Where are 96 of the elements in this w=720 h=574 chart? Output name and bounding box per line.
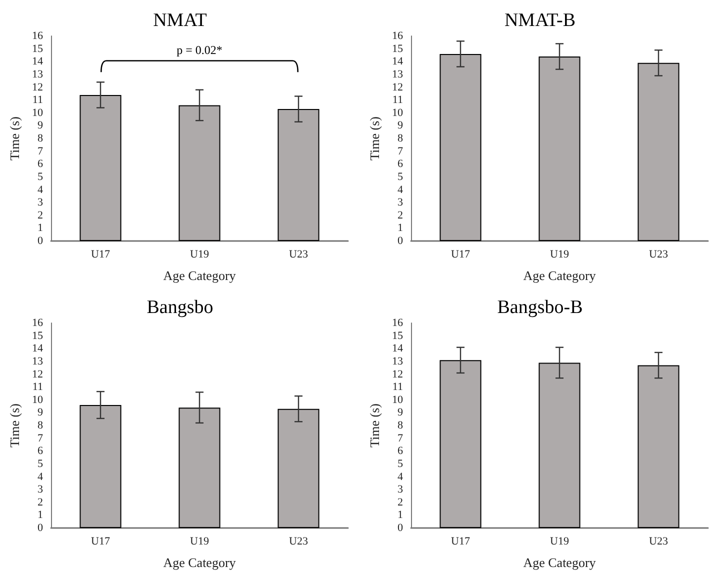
y-tick-label: 10 <box>32 394 44 406</box>
y-tick-label: 11 <box>32 94 43 106</box>
y-axis-title: Time (s) <box>7 116 22 160</box>
y-axis-title: Time (s) <box>367 116 382 160</box>
y-tick-label: 16 <box>392 317 404 329</box>
y-axis-title: Time (s) <box>7 404 22 448</box>
y-tick-label: 5 <box>38 458 44 470</box>
y-tick-label: 2 <box>398 209 403 222</box>
y-tick-label: 16 <box>32 317 44 329</box>
y-tick-label: 12 <box>32 81 43 94</box>
y-tick-label: 1 <box>398 222 403 234</box>
y-tick-label: 8 <box>38 420 44 432</box>
annotation: p = 0.02* <box>176 43 222 58</box>
y-tick-label: 7 <box>38 432 44 444</box>
chart-title: Bangsbo-B <box>497 297 583 318</box>
y-tick-label: 15 <box>32 42 44 55</box>
y-tick-label: 0 <box>398 235 404 247</box>
x-tick-label: U17 <box>91 248 110 260</box>
x-tick-label: U17 <box>451 536 470 548</box>
y-tick-label: 15 <box>32 330 44 342</box>
bar <box>440 54 482 241</box>
y-tick-label: 14 <box>32 56 44 68</box>
y-tick-label: 6 <box>398 445 404 458</box>
y-tick-label: 9 <box>38 406 44 419</box>
y-tick-label: 12 <box>392 81 403 94</box>
y-tick-label: 16 <box>392 30 404 42</box>
bar <box>538 56 580 241</box>
y-tick-label: 15 <box>392 330 404 342</box>
x-tick-label: U17 <box>451 248 470 260</box>
y-tick-label: 9 <box>38 120 44 132</box>
y-tick-label: 13 <box>392 68 404 80</box>
y-tick-label: 11 <box>392 94 403 106</box>
y-tick-label: 9 <box>398 406 404 419</box>
y-tick-label: 8 <box>398 132 404 144</box>
y-tick-label: 5 <box>398 170 404 183</box>
y-tick-label: 5 <box>38 170 44 183</box>
y-tick-label: 6 <box>38 158 44 170</box>
y-tick-label: 6 <box>38 445 44 458</box>
y-tick-label: 10 <box>392 394 404 406</box>
y-tick-label: 1 <box>398 509 403 522</box>
y-tick-label: 8 <box>398 420 404 432</box>
x-axis-title: Age Category <box>163 555 236 570</box>
y-tick-label: 12 <box>392 368 403 380</box>
x-axis-title: Age Category <box>163 268 236 283</box>
y-tick-label: 7 <box>398 145 404 158</box>
y-tick-label: 13 <box>392 355 404 368</box>
x-tick-label: U23 <box>649 536 668 548</box>
y-tick-label: 3 <box>398 484 404 496</box>
y-axis-title: Time (s) <box>367 404 382 448</box>
y-tick-label: 14 <box>392 342 404 355</box>
y-tick-label: 9 <box>398 120 404 132</box>
chart-title: Bangsbo <box>146 297 214 318</box>
y-tick-label: 4 <box>398 184 404 196</box>
y-tick-label: 11 <box>32 381 43 394</box>
y-tick-label: 0 <box>38 235 44 247</box>
y-tick-label: 13 <box>32 355 44 368</box>
y-tick-label: 2 <box>38 209 43 222</box>
y-tick-label: 3 <box>38 196 44 209</box>
x-tick-label: U23 <box>289 248 308 260</box>
y-tick-label: 0 <box>398 522 404 534</box>
y-tick-label: 16 <box>32 30 44 42</box>
y-tick-label: 1 <box>38 222 43 234</box>
x-tick-label: U19 <box>190 536 210 548</box>
chart-title: NMAT <box>153 10 208 31</box>
y-tick-label: 12 <box>32 368 43 380</box>
y-tick-label: 11 <box>392 381 403 394</box>
y-tick-label: 14 <box>392 56 404 68</box>
x-tick-label: U23 <box>289 536 308 548</box>
x-axis-title: Age Category <box>523 555 596 570</box>
y-tick-label: 14 <box>32 342 44 355</box>
y-tick-label: 4 <box>38 470 44 483</box>
y-tick-label: 3 <box>38 484 44 496</box>
y-tick-label: 8 <box>38 132 44 144</box>
x-tick-label: U17 <box>91 536 110 548</box>
chart-title: NMAT-B <box>504 10 576 31</box>
y-tick-label: 13 <box>32 68 44 80</box>
x-axis-title: Age Category <box>523 268 596 283</box>
y-tick-label: 15 <box>392 42 404 55</box>
x-tick-label: U19 <box>550 536 570 548</box>
y-tick-label: 10 <box>392 106 404 119</box>
y-tick-label: 10 <box>32 106 44 119</box>
x-tick-label: U19 <box>550 248 570 260</box>
y-tick-label: 7 <box>398 432 404 444</box>
y-tick-label: 6 <box>398 158 404 170</box>
y-tick-label: 4 <box>398 470 404 483</box>
y-tick-label: 1 <box>38 509 43 522</box>
x-tick-label: U19 <box>190 248 210 260</box>
y-tick-label: 0 <box>38 522 44 534</box>
y-tick-label: 7 <box>38 145 44 158</box>
y-tick-label: 3 <box>398 196 404 209</box>
bar <box>638 62 680 241</box>
y-tick-label: 5 <box>398 458 404 470</box>
y-tick-label: 2 <box>38 496 43 508</box>
x-tick-label: U23 <box>649 248 668 260</box>
y-tick-label: 2 <box>398 496 403 508</box>
y-tick-label: 4 <box>38 184 44 196</box>
